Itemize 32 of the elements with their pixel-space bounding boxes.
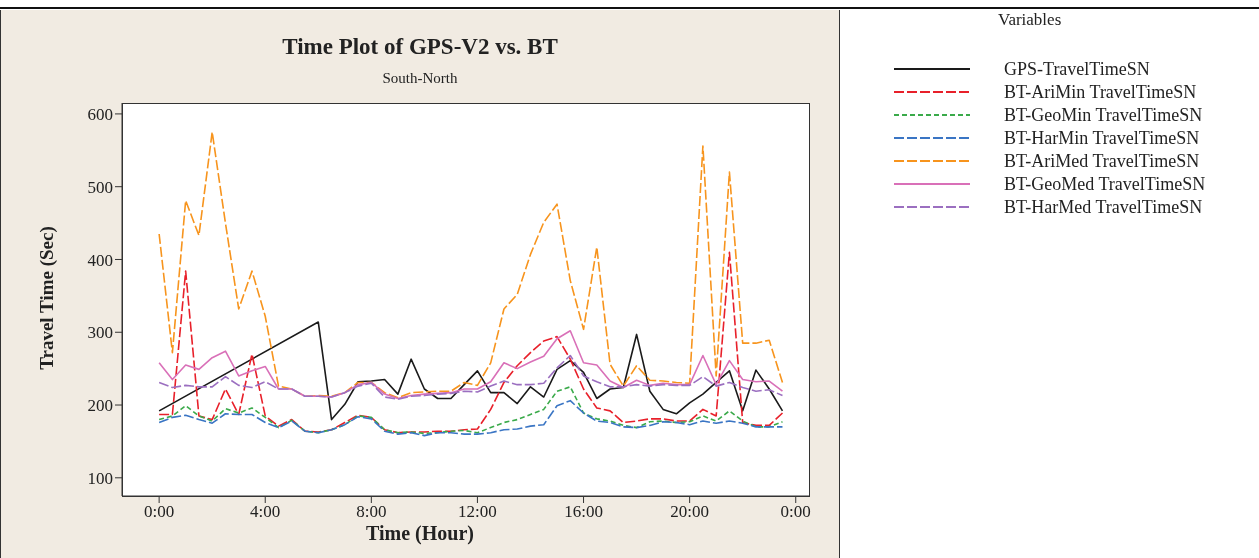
- legend-title: Variables: [998, 10, 1062, 30]
- x-tick-label: 0:00: [780, 502, 811, 522]
- x-tick-label: 12:00: [458, 502, 497, 522]
- line-series: [158, 251, 784, 434]
- x-tick-label: 0:00: [144, 502, 175, 522]
- line-series: [158, 321, 784, 421]
- legend-label: BT-GeoMin TravelTimeSN: [1004, 104, 1203, 126]
- line-series: [158, 329, 784, 400]
- chart-subtitle: South-North: [381, 70, 459, 87]
- y-tick-label: 300: [87, 323, 113, 343]
- x-tick-label: 20:00: [670, 502, 709, 522]
- y-tick-label: 600: [87, 104, 113, 124]
- legend-label: BT-GeoMed TravelTimeSN: [1004, 173, 1206, 195]
- legend-label: BT-HarMed TravelTimeSN: [1004, 196, 1203, 218]
- line-series: [158, 399, 784, 437]
- chart-title: Time Plot of GPS-V2 vs. BT: [281, 34, 559, 60]
- y-tick-label: 500: [87, 177, 113, 197]
- y-tick-label: 200: [87, 396, 113, 416]
- x-tick-label: 4:00: [250, 502, 281, 522]
- legend-label: BT-AriMed TravelTimeSN: [1004, 150, 1200, 172]
- x-axis-title: Time (Hour): [365, 522, 475, 545]
- legend-label: BT-AriMin TravelTimeSN: [1004, 81, 1197, 103]
- x-tick-label: 16:00: [564, 502, 603, 522]
- y-tick-label: 100: [87, 468, 113, 488]
- line-series: [158, 354, 784, 401]
- y-tick-label: 400: [87, 250, 113, 270]
- legend-label: BT-HarMin TravelTimeSN: [1004, 127, 1200, 149]
- x-tick-label: 8:00: [356, 502, 387, 522]
- legend-label: GPS-TravelTimeSN: [1004, 58, 1150, 80]
- line-series: [158, 386, 784, 435]
- line-series: [158, 131, 784, 399]
- y-axis-title: Travel Time (Sec): [36, 226, 58, 370]
